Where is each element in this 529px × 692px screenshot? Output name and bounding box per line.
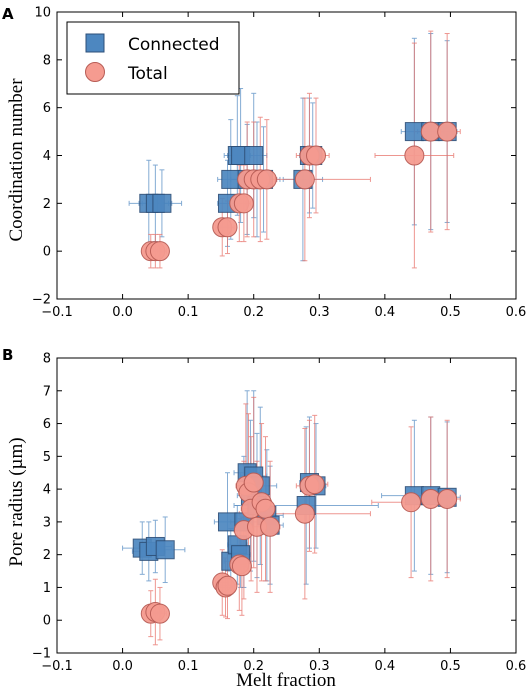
panel-b-y-tick-label-3: 2 [43, 548, 51, 563]
panel-a-total-point-2 [149, 241, 170, 262]
panel-b-x-tick-label-3: 0.2 [243, 659, 264, 674]
panel-b-connected-point-3 [155, 540, 175, 560]
panel-b-y-tick-label-4: 3 [43, 515, 51, 530]
panel-a-y-tick-label-1: 0 [43, 245, 51, 260]
panel-a-x-tick-label-2: 0.1 [178, 305, 199, 320]
panel-b-x-tick-label-5: 0.4 [375, 659, 396, 674]
panel-b-total-point-5 [217, 575, 238, 596]
panel-a-plot-area [128, 30, 461, 269]
panel-a-y-tick-label-5: 8 [43, 53, 51, 68]
panel-b-y-tick-label-6: 5 [43, 450, 51, 465]
panel-a-x-tick-label-3: 0.2 [243, 305, 264, 320]
panel-b-total-markers [140, 472, 458, 624]
panel-a-connected-point-2 [152, 193, 172, 213]
panel-b-y-tick-label-8: 7 [43, 384, 51, 399]
panel-b-plot-area [122, 390, 461, 646]
panel-a-ticks: −0.1 0.0 0.1 0.2 0.3 0.4 0.5 0.6 −2 0 2 4 6 8 10 [32, 6, 527, 321]
legend-connected-label: Connected [128, 35, 220, 55]
legend-total-label: Total [127, 64, 168, 84]
panel-a-y-tick-label-2: 2 [43, 197, 51, 212]
panel-a-total-point-10 [256, 169, 277, 190]
legend-square-marker [85, 33, 105, 53]
panel-a-letter: A [2, 5, 14, 23]
panel-a-total-point-14 [404, 145, 425, 166]
panel-b-x-tick-label-6: 0.5 [440, 659, 461, 674]
panel-a-connected-point-8 [244, 146, 264, 165]
panel-b-total-point-19 [304, 474, 325, 495]
panel-a-connected-point-4 [221, 169, 241, 189]
panel-a-x-tick-label-1: 0.0 [112, 305, 133, 320]
panel-b-ticks: −0.1 0.0 0.1 0.2 0.3 0.4 0.5 0.6 −1 0 1 2 3 4 5 6 7 8 [32, 352, 527, 675]
panel-b-y-axis-label: Pore radius (µm) [6, 437, 27, 566]
panel-b-y-tick-label-0: −1 [32, 647, 51, 662]
panel-b-x-axis-label: Melt fraction [236, 670, 336, 691]
panel-b-connected-markers [132, 463, 457, 571]
panel-b-y-tick-label-5: 4 [43, 483, 51, 498]
panel-a-total-markers [140, 121, 458, 262]
panel-b-total-point-20 [401, 492, 422, 513]
panel-a-x-tick-label-6: 0.5 [440, 305, 461, 320]
panel-a-x-tick-label-5: 0.4 [375, 305, 396, 320]
panel-b-total-point-12 [243, 472, 264, 493]
panel-a-x-tick-label-0: −0.1 [41, 305, 73, 320]
panel-b-connected-point-4 [217, 512, 237, 532]
panel-a-connected-point-14 [404, 122, 424, 142]
panel-a-total-point-16 [437, 121, 458, 142]
panel-a-y-tick-label-3: 4 [43, 149, 51, 164]
panel-b-total-point-15 [255, 498, 276, 519]
panel-b-total-point-16 [260, 516, 281, 537]
panel-b-x-tick-label-0: −0.1 [41, 659, 73, 674]
panel-a-x-tick-label-4: 0.3 [309, 305, 330, 320]
panel-b-frame [56, 357, 517, 654]
panel-b-y-tick-label-1: 0 [43, 614, 51, 629]
panel-a-y-tick-label-4: 6 [43, 101, 51, 116]
panel-a-total-point-4 [217, 217, 238, 238]
panel-b-total-point-17 [294, 503, 315, 524]
panel-b-y-tick-label-9: 8 [43, 352, 51, 367]
panel-b-x-tick-label-2: 0.1 [178, 659, 199, 674]
legend: Connected Total [66, 21, 240, 95]
panel-a-connected-markers [139, 122, 457, 213]
legend-circle-marker [85, 62, 105, 82]
panel-b-y-tick-label-2: 1 [43, 581, 51, 596]
panel-a-total-point-6 [233, 193, 254, 214]
panel-a-total-point-11 [294, 169, 315, 190]
panel-b-total-point-22 [437, 488, 458, 509]
panel-b-letter: B [2, 346, 13, 364]
panel-a-x-tick-label-7: 0.6 [506, 305, 527, 320]
panel-b: B Pore radius (µm) −0.1 0.0 0.1 0.2 0.3 0.4 0.… [2, 346, 526, 691]
panel-a-total-point-13 [306, 145, 327, 166]
panel-a: A Coordination number −0.1 0.0 0.1 0.2 0.3 0.… [2, 5, 526, 320]
panel-b-total-point-7 [231, 556, 252, 577]
panel-a-y-tick-label-6: 10 [34, 6, 51, 21]
panel-b-total-point-2 [149, 603, 170, 624]
panel-b-x-tick-label-1: 0.0 [112, 659, 133, 674]
panel-a-y-tick-label-0: −2 [32, 293, 51, 308]
panel-a-y-axis-label: Coordination number [6, 78, 27, 242]
panel-b-y-tick-label-7: 6 [43, 417, 51, 432]
panel-b-x-tick-label-4: 0.3 [309, 659, 330, 674]
panel-b-x-tick-label-7: 0.6 [506, 659, 527, 674]
